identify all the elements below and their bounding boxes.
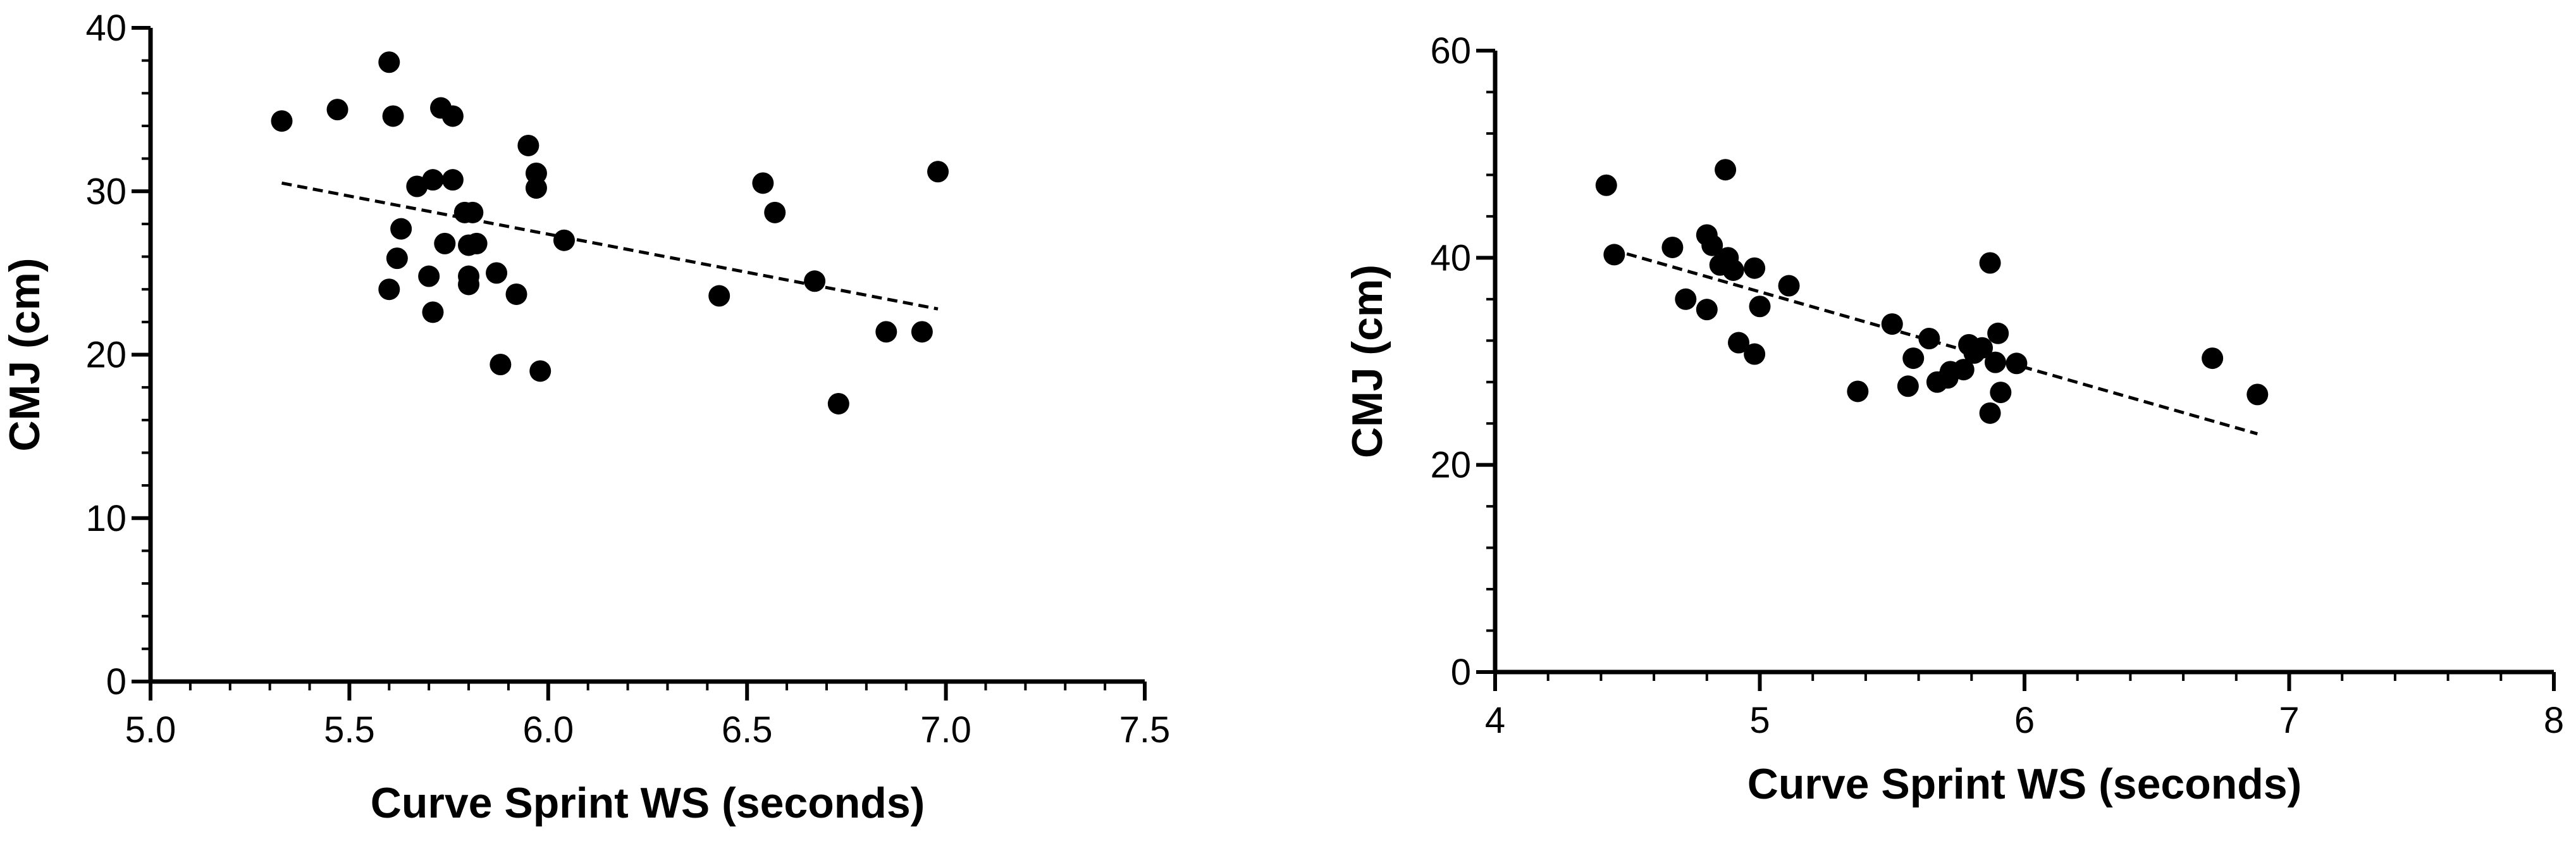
x-tick-label: 6 <box>2014 700 2035 741</box>
data-point <box>465 232 488 254</box>
x-tick-label: 6.0 <box>522 709 574 751</box>
data-point <box>1847 380 1869 402</box>
data-point <box>1701 234 1723 256</box>
data-point <box>1603 244 1625 266</box>
data-point <box>764 201 786 223</box>
data-point <box>875 321 897 343</box>
data-point <box>1728 332 1750 354</box>
data-point <box>525 162 547 184</box>
y-tick-label: 60 <box>1430 30 1471 72</box>
data-point <box>517 134 539 156</box>
x-tick-label: 7.0 <box>920 709 971 751</box>
data-point <box>1749 296 1771 318</box>
data-point <box>1971 337 1994 359</box>
x-tick-label: 5 <box>1749 700 1770 741</box>
data-point <box>378 278 400 301</box>
data-point <box>271 110 293 132</box>
y-tick-label: 30 <box>85 171 126 212</box>
data-point <box>1984 351 2006 373</box>
data-point <box>2006 352 2028 375</box>
data-point <box>1881 313 1903 335</box>
data-point <box>1595 174 1617 196</box>
data-point <box>441 169 464 191</box>
data-point <box>505 283 527 305</box>
data-point <box>553 229 575 251</box>
y-tick-label: 0 <box>1451 652 1471 693</box>
data-point <box>804 270 826 292</box>
x-axis-title: Curve Sprint WS (seconds) <box>371 779 925 827</box>
x-tick-label: 7 <box>2279 700 2299 741</box>
x-axis-title: Curve Sprint WS (seconds) <box>1747 760 2302 808</box>
data-point <box>1902 347 1925 370</box>
data-point <box>1897 375 1919 397</box>
data-point <box>422 169 444 191</box>
y-tick-label: 40 <box>85 8 126 49</box>
data-point <box>525 177 547 199</box>
data-point <box>1715 159 1737 181</box>
data-point <box>911 321 933 343</box>
data-point <box>1979 402 2001 424</box>
data-point <box>1952 359 1975 381</box>
data-point <box>422 301 444 323</box>
data-point <box>382 105 404 127</box>
x-tick-label: 6.5 <box>722 709 773 751</box>
data-point <box>386 247 408 270</box>
data-point <box>434 232 456 254</box>
data-point <box>1918 327 1940 349</box>
data-point <box>2246 383 2269 406</box>
data-point <box>1979 252 2001 274</box>
data-point <box>490 353 512 375</box>
data-point <box>1990 382 2012 404</box>
y-tick-label: 20 <box>1430 445 1471 486</box>
x-tick-label: 5.5 <box>324 709 375 751</box>
y-tick-label: 0 <box>106 661 126 702</box>
data-point <box>1675 288 1697 310</box>
right-scatter-chart: 4 5 6 7 8 0 20 40 60 Curve Sprint WS (seconds) CMJ… <box>1343 30 2564 808</box>
x-tick-label: 4 <box>1485 700 1505 741</box>
data-point <box>1744 343 1766 365</box>
data-point <box>378 51 400 73</box>
data-point <box>458 273 480 296</box>
y-tick-label: 10 <box>85 498 126 539</box>
data-point <box>441 105 464 127</box>
data-point <box>752 172 774 194</box>
data-point <box>1722 259 1744 281</box>
data-point <box>2202 347 2224 370</box>
data-point <box>418 265 440 287</box>
data-point <box>462 201 484 223</box>
y-tick-label: 20 <box>85 335 126 376</box>
data-point <box>1778 275 1800 297</box>
data-point <box>390 218 412 240</box>
x-tick-label: 7.5 <box>1119 709 1171 751</box>
y-axis-title: CMJ (cm) <box>1343 265 1391 458</box>
trend-line <box>281 181 939 311</box>
x-tick-label: 8 <box>2544 700 2564 741</box>
data-point <box>927 161 949 183</box>
data-point <box>1661 236 1684 258</box>
data-point <box>708 285 730 307</box>
x-tick-label: 5.0 <box>125 709 176 751</box>
data-point <box>486 262 508 284</box>
data-point <box>1696 299 1718 321</box>
data-point <box>1987 322 2009 344</box>
left-scatter-chart: 5.0 5.5 6.0 6.5 7.0 7.5 0 10 20 30 40 Curve Sprint … <box>1 8 1170 827</box>
data-point <box>1744 257 1766 279</box>
data-point <box>529 360 552 382</box>
y-axis-title: CMJ (cm) <box>1 258 49 451</box>
data-point <box>326 99 348 121</box>
data-point <box>827 392 849 414</box>
y-tick-label: 40 <box>1430 237 1471 278</box>
